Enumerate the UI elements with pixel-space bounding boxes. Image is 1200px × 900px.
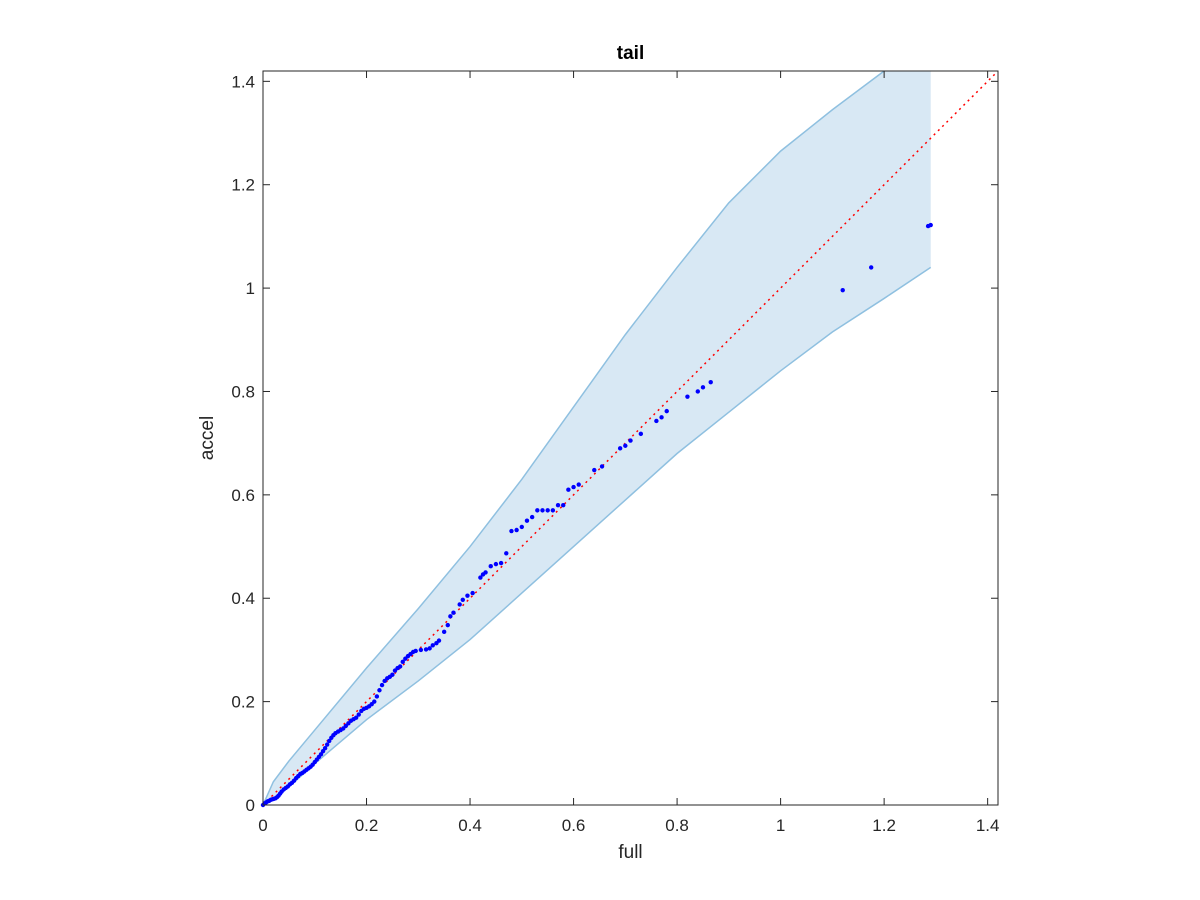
- x-tick-label: 1.2: [872, 816, 896, 835]
- data-point: [445, 622, 450, 628]
- data-point: [478, 575, 483, 580]
- y-axis-ticks: 0 0.2 0.4 0.6 0.8 1 1.2 1.4: [231, 72, 998, 815]
- data-point: [460, 597, 465, 602]
- data-point: [493, 561, 499, 567]
- data-point: [483, 570, 488, 575]
- data-point: [465, 593, 470, 598]
- data-point: [561, 502, 566, 508]
- y-axis-label: accel: [197, 416, 218, 460]
- data-point: [571, 484, 576, 490]
- data-point: [623, 443, 628, 448]
- data-point: [555, 502, 561, 508]
- data-point: [448, 614, 453, 619]
- data-point: [685, 394, 690, 399]
- data-point: [840, 287, 845, 293]
- data-point: [488, 563, 493, 569]
- data-point: [576, 482, 581, 487]
- y-tick-label: 1.2: [231, 176, 255, 195]
- x-tick-label: 1.4: [976, 816, 1000, 835]
- data-point: [430, 643, 435, 648]
- data-point: [638, 431, 644, 437]
- data-point: [320, 749, 326, 754]
- data-point: [540, 508, 545, 513]
- data-point: [519, 524, 525, 530]
- x-axis-ticks: 0 0.2 0.4 0.6 0.8 1 1.2 1.4: [258, 71, 999, 835]
- data-point: [504, 551, 509, 556]
- data-point: [695, 389, 700, 394]
- y-tick-label: 0.8: [231, 382, 255, 401]
- reference-line: [262, 70, 999, 806]
- data-point: [451, 610, 456, 615]
- data-point: [441, 629, 447, 635]
- data-point: [664, 408, 669, 414]
- chart-title: tail: [617, 43, 644, 64]
- x-tick-label: 0: [258, 816, 267, 835]
- data-point: [400, 659, 405, 665]
- data-point: [592, 467, 597, 473]
- x-tick-label: 0.8: [665, 816, 689, 835]
- data-point: [397, 664, 403, 669]
- data-point: [514, 527, 519, 533]
- data-point: [566, 487, 571, 492]
- data-point: [457, 602, 462, 607]
- data-point: [708, 379, 713, 385]
- band-lower-edge: [262, 266, 932, 806]
- data-points: [260, 222, 933, 808]
- data-point: [436, 638, 442, 643]
- data-point: [498, 560, 504, 566]
- axes-box: [262, 70, 999, 806]
- band-fill: [263, 71, 931, 805]
- data-point: [427, 646, 432, 651]
- x-tick-label: 0.6: [562, 816, 586, 835]
- data-point: [628, 438, 633, 443]
- data-point: [318, 752, 324, 757]
- data-point: [377, 688, 382, 693]
- y-tick-label: 1: [246, 279, 255, 298]
- data-point: [524, 518, 530, 523]
- data-point: [418, 647, 424, 653]
- data-point: [599, 464, 605, 469]
- reference-line-segment: [262, 70, 999, 806]
- data-point: [545, 508, 550, 513]
- data-point: [868, 265, 874, 270]
- y-tick-label: 0.6: [231, 486, 255, 505]
- data-point: [535, 508, 540, 513]
- data-point: [324, 742, 330, 747]
- data-point: [372, 699, 377, 704]
- data-point: [353, 715, 359, 720]
- data-point: [413, 648, 418, 654]
- y-tick-label: 1.4: [231, 72, 255, 91]
- x-tick-label: 0.2: [355, 816, 379, 835]
- data-point: [322, 745, 328, 751]
- y-tick-label: 0.2: [231, 693, 255, 712]
- data-point: [470, 590, 475, 596]
- confidence-band: [262, 70, 932, 806]
- x-axis-label: full: [618, 842, 642, 863]
- data-point: [550, 508, 556, 513]
- data-point: [700, 385, 706, 390]
- data-point: [654, 418, 659, 424]
- data-point: [327, 738, 332, 744]
- data-point: [356, 712, 361, 717]
- data-point: [374, 694, 380, 699]
- data-point: [379, 682, 385, 688]
- data-point: [423, 647, 429, 652]
- band-upper-edge: [262, 70, 885, 806]
- y-tick-label: 0.4: [231, 589, 255, 608]
- data-point: [509, 528, 514, 534]
- x-tick-label: 1: [776, 816, 785, 835]
- x-tick-label: 0.4: [458, 816, 482, 835]
- data-point: [928, 222, 933, 228]
- data-point: [617, 446, 623, 451]
- data-point: [659, 415, 664, 420]
- y-tick-label: 0: [246, 796, 255, 815]
- data-point: [390, 672, 395, 677]
- data-point: [529, 514, 535, 520]
